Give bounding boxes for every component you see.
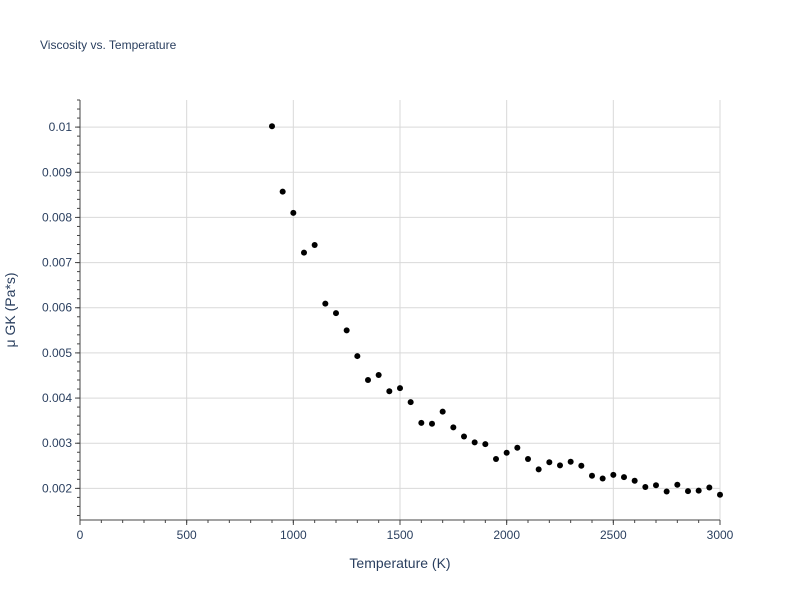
y-tick-label: 0.009: [42, 165, 72, 179]
axes: [75, 99, 721, 525]
data-point[interactable]: [429, 420, 435, 427]
data-point[interactable]: [333, 310, 339, 317]
x-tick-label: 2500: [600, 528, 627, 542]
data-point[interactable]: [365, 377, 371, 383]
data-point[interactable]: [354, 353, 361, 360]
data-point[interactable]: [279, 188, 286, 195]
data-point[interactable]: [439, 408, 446, 415]
data-point[interactable]: [653, 482, 659, 489]
data-point[interactable]: [589, 472, 595, 479]
data-point[interactable]: [418, 419, 425, 426]
data-point[interactable]: [621, 474, 627, 481]
data-point[interactable]: [546, 459, 553, 466]
data-point[interactable]: [674, 481, 681, 488]
data-point[interactable]: [471, 439, 478, 446]
y-tick-label: 0.01: [49, 120, 73, 134]
data-point[interactable]: [311, 241, 318, 248]
y-tick-label: 0.007: [42, 256, 72, 270]
data-point[interactable]: [535, 466, 542, 473]
data-point[interactable]: [493, 456, 499, 463]
chart-title: Viscosity vs. Temperature: [40, 38, 177, 52]
data-point[interactable]: [642, 484, 649, 491]
x-tick-label: 1000: [280, 528, 307, 542]
x-tick-label: 0: [77, 528, 84, 542]
tick-labels: 0.002 0.003 0.004 0.005 0.006 0.007 0.008 0.009…: [42, 120, 734, 542]
data-point[interactable]: [514, 444, 521, 451]
y-tick-label: 0.002: [42, 481, 72, 495]
x-axis-title: Temperature (K): [349, 555, 450, 571]
data-point[interactable]: [301, 249, 307, 256]
data-point[interactable]: [567, 458, 574, 465]
data-point[interactable]: [695, 487, 702, 494]
y-tick-label: 0.008: [42, 210, 72, 224]
y-tick-label: 0.006: [42, 301, 72, 315]
data-point[interactable]: [663, 488, 670, 495]
data-point[interactable]: [482, 441, 489, 448]
data-point[interactable]: [343, 327, 350, 334]
x-tick-label: 1500: [387, 528, 414, 542]
data-point[interactable]: [706, 484, 713, 491]
data-point[interactable]: [269, 123, 275, 130]
data-point[interactable]: [599, 475, 606, 482]
data-point[interactable]: [290, 209, 297, 216]
x-tick-label: 500: [177, 528, 197, 542]
data-point[interactable]: [407, 399, 414, 406]
data-point[interactable]: [397, 385, 403, 392]
data-point[interactable]: [525, 456, 531, 463]
y-axis-title: μ GK (Pa*s): [2, 273, 18, 348]
data-point[interactable]: [375, 372, 382, 379]
data-point[interactable]: [386, 388, 393, 395]
x-tick-label: 2000: [493, 528, 520, 542]
data-points: [269, 123, 723, 498]
y-tick-label: 0.005: [42, 346, 72, 360]
data-point[interactable]: [461, 433, 467, 440]
data-point[interactable]: [631, 477, 638, 484]
data-point[interactable]: [322, 300, 329, 307]
data-point[interactable]: [717, 491, 723, 498]
grid-lines: [80, 100, 721, 520]
y-tick-label: 0.003: [42, 436, 72, 450]
data-point[interactable]: [503, 449, 510, 456]
data-point[interactable]: [557, 462, 563, 469]
data-point[interactable]: [685, 488, 691, 495]
data-point[interactable]: [450, 424, 457, 431]
y-tick-label: 0.004: [42, 391, 72, 405]
data-point[interactable]: [610, 471, 617, 478]
data-point[interactable]: [578, 462, 585, 469]
x-tick-label: 3000: [707, 528, 734, 542]
